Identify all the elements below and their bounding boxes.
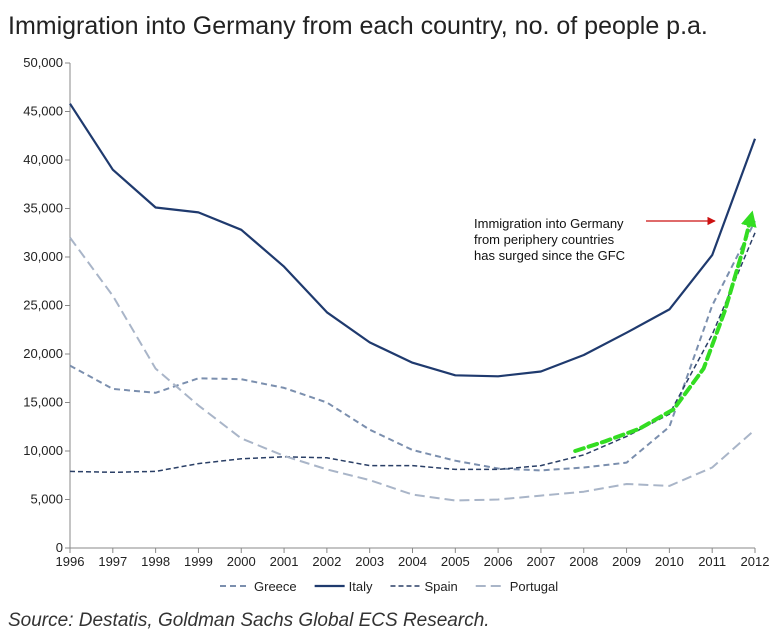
x-tick-label: 2003 [355,554,384,569]
x-tick-label: 2012 [741,554,770,569]
legend-label-greece: Greece [254,579,297,594]
x-tick-label: 2007 [526,554,555,569]
x-tick-label: 1997 [98,554,127,569]
axes: 0 5,000 10,000 15,000 20,000 25,000 30,000 35,0… [23,55,769,569]
annotation-text: has surged since the GFC [474,248,625,263]
x-tick-label: 2006 [484,554,513,569]
x-tick-label: 2000 [227,554,256,569]
x-tick-label: 1996 [56,554,85,569]
x-tick-label: 2008 [569,554,598,569]
x-tick-label: 2005 [441,554,470,569]
x-tick-label: 2002 [312,554,341,569]
legend-label-spain: Spain [424,579,457,594]
legend-label-portugal: Portugal [510,579,559,594]
series-group [69,103,757,502]
legend: Greece Italy Spain Portugal [220,579,558,594]
annotation-text: Immigration into Germany [474,216,624,231]
x-tick-label: 2004 [398,554,427,569]
series-line-greece [69,220,756,472]
series-line-italy [69,103,757,378]
series-line-portugal [69,237,756,502]
x-tick-label: 1998 [141,554,170,569]
x-tick-label: 2010 [655,554,684,569]
y-tick-label: 30,000 [23,249,63,264]
y-tick-label: 35,000 [23,201,63,216]
y-tick-label: 5,000 [30,492,63,507]
chart-title: Immigration into Germany from each count… [8,12,708,40]
y-tick-label: 45,000 [23,104,63,119]
y-tick-label: 50,000 [23,55,63,70]
y-tick-label: 0 [56,540,63,555]
y-tick-label: 40,000 [23,152,63,167]
x-tick-label: 2011 [698,554,726,569]
trend-arrow [573,210,757,453]
x-tick-label: 2009 [612,554,641,569]
y-tick-label: 20,000 [23,346,63,361]
y-tick-label: 10,000 [23,443,63,458]
y-tick-label: 15,000 [23,395,63,410]
x-tick-label: 2001 [270,554,299,569]
source-note: Source: Destatis, Goldman Sachs Global E… [8,610,490,631]
series-line-spain [69,232,756,474]
annotation-text: from periphery countries [474,232,615,247]
x-tick-label: 1999 [184,554,213,569]
legend-label-italy: Italy [349,579,373,594]
y-tick-label: 25,000 [23,298,63,313]
